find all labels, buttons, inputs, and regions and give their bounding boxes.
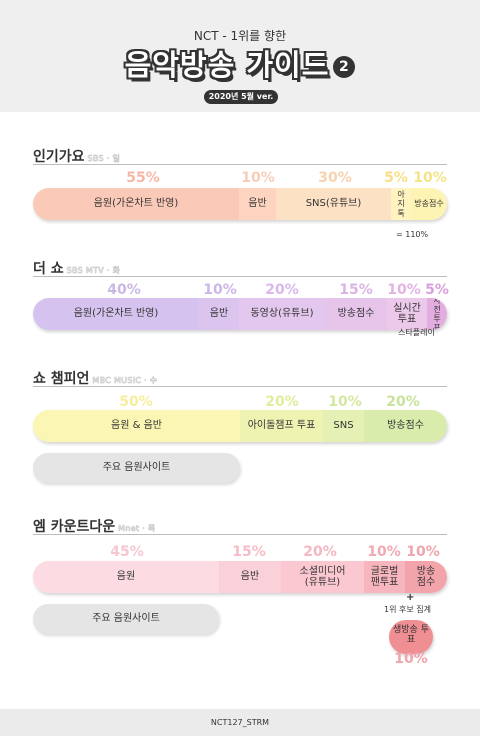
percent-label: 10% [241, 170, 275, 186]
footer: NCT127_STRM [0, 709, 480, 736]
segment-label: 음원 [116, 571, 136, 583]
bar-segment: 아이돌챔프 투표 [240, 410, 323, 442]
section-divider [33, 164, 447, 165]
bar-segment: SNS [323, 410, 364, 442]
percent-label: 5% [425, 282, 449, 298]
segment-label: 아이돌챔프 투표 [247, 420, 316, 432]
header-banner: NCT - 1위를 향한 음악방송 가이드 2 2020년 5월 ver. [0, 0, 480, 112]
percent-label: 15% [339, 282, 373, 298]
live-vote-percent: 10% [394, 651, 428, 667]
segment-label: 동영상(유튜브) [250, 308, 314, 320]
segment-label: SNS(유튜브) [305, 198, 362, 210]
score-bar-mcountdown: 음원 음반 소셜미디어 (유튜브) 글로벌 팬투표 방송 점수 [33, 561, 447, 593]
bar-segment: 아지톡 [391, 188, 411, 220]
bar-segment: 음원(가온차트 반영) [33, 188, 239, 220]
candidate-count-note: 1위 후보 집계 [384, 605, 431, 614]
segment-label: 글로벌 팬투표 [370, 565, 399, 589]
bar-segment: 음반 [199, 298, 239, 330]
percent-label: 20% [265, 394, 299, 410]
bar-segment: 사전 투표 [427, 298, 447, 330]
segment-label: 방송점수 [387, 420, 424, 432]
bar-segment: 동영상(유튜브) [239, 298, 325, 330]
percent-label: 10% [328, 394, 362, 410]
bar-segment: 실시간 투표 [387, 298, 427, 330]
bar-segment: 방송점수 [364, 410, 447, 442]
segment-label: 방송점수 [337, 308, 375, 320]
section-title-text: 더 쇼 [33, 261, 64, 277]
segment-label: SNS [333, 420, 354, 432]
segment-label: 소셜미디어 (유튜브) [299, 565, 346, 589]
bar-segment: 방송점수 [325, 298, 387, 330]
bar-segment: 음원 & 음반 [33, 410, 240, 442]
major-music-sites-pill: 주요 음원사이트 [33, 453, 240, 483]
section-title-text: 엠 카운트다운 [33, 519, 116, 535]
segment-label: 음반 [209, 308, 229, 320]
bar-segment: 글로벌 팬투표 [364, 561, 405, 593]
percent-label: 50% [119, 394, 153, 410]
bar-segment: 방송점수 [411, 188, 447, 220]
live-vote-badge: 생방송 투표 [389, 620, 433, 654]
percent-label: 20% [386, 394, 420, 410]
section-tag: MBC MUSIC · 수 [92, 376, 158, 386]
percent-label: 10% [203, 282, 237, 298]
section-title-text: 쇼 챔피언 [33, 371, 90, 387]
percent-label: 20% [303, 544, 337, 560]
percent-label: 20% [265, 282, 299, 298]
section-divider [33, 276, 447, 277]
footer-credit: NCT127_STRM [210, 718, 270, 727]
total-note: = 110% [396, 230, 429, 239]
major-music-sites-pill: 주요 음원사이트 [33, 604, 219, 634]
percent-label: 5% [384, 170, 408, 186]
percent-label: 40% [107, 282, 141, 298]
section-title-mcountdown: 엠 카운트다운 Mnet · 목 [33, 516, 156, 536]
segment-label: 사전 투표 [433, 298, 441, 330]
segment-label: 방송점수 [414, 199, 444, 209]
percent-label: 10% [413, 170, 447, 186]
percent-label: 10% [387, 282, 421, 298]
live-vote-label: 생방송 투표 [393, 625, 429, 646]
segment-label: 음반 [248, 198, 267, 210]
percent-label: 45% [110, 544, 144, 560]
section-title-inkigayo: 인기가요 SBS · 일 [33, 146, 120, 166]
bar-segment: 음반 [219, 561, 281, 593]
bar-segment: 음반 [239, 188, 276, 220]
section-title-showchampion: 쇼 챔피언 MBC MUSIC · 수 [33, 368, 157, 388]
page-title: 음악방송 가이드 2 [0, 42, 480, 84]
version-badge: 2020년 5월 ver. [204, 90, 278, 104]
percent-label: 10% [406, 544, 440, 560]
section-divider [33, 386, 447, 387]
segment-label: 음원 & 음반 [111, 420, 162, 432]
percent-label: 15% [232, 544, 266, 560]
segment-label: 실시간 투표 [393, 302, 421, 326]
title-number-badge: 2 [333, 56, 356, 78]
bar-segment: 방송 점수 [405, 561, 447, 593]
bar-segment: 음원(가온차트 반영) [33, 298, 199, 330]
section-title-text: 인기가요 [33, 149, 85, 165]
section-title-theshow: 더 쇼 SBS MTV · 화 [33, 258, 120, 278]
segment-label: 음원(가온차트 반영) [73, 308, 159, 320]
bar-segment: 음원 [33, 561, 219, 593]
score-bar-showchampion: 음원 & 음반 아이돌챔프 투표 SNS 방송점수 [33, 410, 447, 442]
bar-segment: 소셜미디어 (유튜브) [281, 561, 364, 593]
section-tag: Mnet · 목 [118, 524, 156, 534]
percent-label: 30% [318, 170, 352, 186]
section-tag: SBS MTV · 화 [66, 266, 121, 276]
segment-label: 음반 [240, 571, 260, 583]
segment-label: 방송 점수 [416, 565, 436, 589]
section-tag: SBS · 일 [87, 154, 121, 164]
segment-label: 음원(가온차트 반영) [93, 198, 179, 210]
score-bar-theshow: 음원(가온차트 반영) 음반 동영상(유튜브) 방송점수 실시간 투표 사전 투… [33, 298, 447, 330]
section-divider [33, 534, 447, 535]
plus-sign: + [406, 592, 415, 603]
percent-label: 10% [367, 544, 401, 560]
score-bar-inkigayo: 음원(가온차트 반영) 음반 SNS(유튜브) 아지톡 방송점수 [33, 188, 447, 220]
page-title-text: 음악방송 가이드 [124, 48, 330, 82]
bar-segment: SNS(유튜브) [276, 188, 391, 220]
vote-app-note: 스타플레이 [398, 328, 435, 337]
percent-label: 55% [126, 170, 160, 186]
segment-label: 아지톡 [397, 190, 405, 218]
header-subtitle: NCT - 1위를 향한 [193, 29, 287, 43]
